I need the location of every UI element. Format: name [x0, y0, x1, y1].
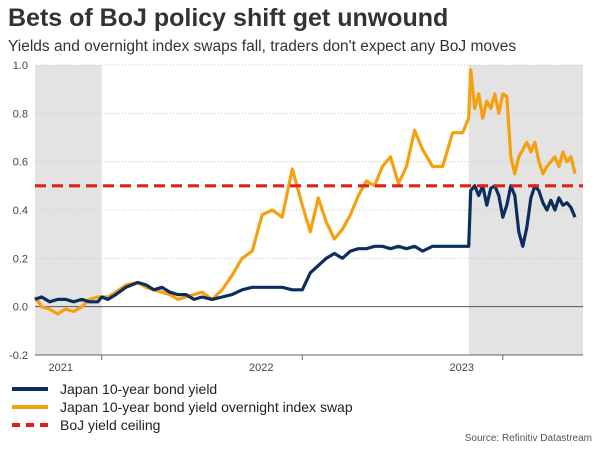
- legend-label-ceiling: BoJ yield ceiling: [60, 417, 161, 433]
- chart-subtitle: Yields and overnight index swaps fall, t…: [8, 38, 517, 55]
- legend-item-ois: Japan 10-year bond yield overnight index…: [12, 398, 353, 416]
- legend-item-jgb: Japan 10-year bond yield: [12, 380, 353, 398]
- legend-swatch-jgb: [12, 387, 48, 391]
- axes: -0.2 0.0 0.2 0.4 0.6 0.8 1.0 2021 2022 2023: [9, 60, 583, 374]
- legend-item-ceiling: BoJ yield ceiling: [12, 416, 353, 434]
- y-tick-label: 0.0: [13, 302, 28, 314]
- legend-swatch-ceiling: [12, 423, 48, 427]
- x-tick-label: 2021: [49, 362, 73, 374]
- y-tick-label: 0.4: [13, 205, 28, 217]
- legend: Japan 10-year bond yield Japan 10-year b…: [12, 380, 353, 434]
- series-line-jgb: [34, 184, 577, 304]
- x-tick-label: 2022: [249, 362, 273, 374]
- y-tick-label: 0.6: [13, 157, 28, 169]
- y-tick-label: 1.0: [13, 60, 28, 72]
- source-note: Source: Refinitiv Datastream: [464, 433, 592, 444]
- y-tick-label: -0.2: [9, 350, 28, 362]
- y-tick-label: 0.8: [13, 108, 28, 120]
- y-tick-label: 0.2: [13, 253, 28, 265]
- x-tick-label: 2023: [450, 362, 474, 374]
- chart-title: Bets of BoJ policy shift get unwound: [8, 4, 449, 32]
- legend-swatch-ois: [12, 405, 48, 409]
- legend-label-jgb: Japan 10-year bond yield: [60, 381, 218, 397]
- legend-label-ois: Japan 10-year bond yield overnight index…: [60, 399, 353, 415]
- series-lines: [33, 68, 583, 316]
